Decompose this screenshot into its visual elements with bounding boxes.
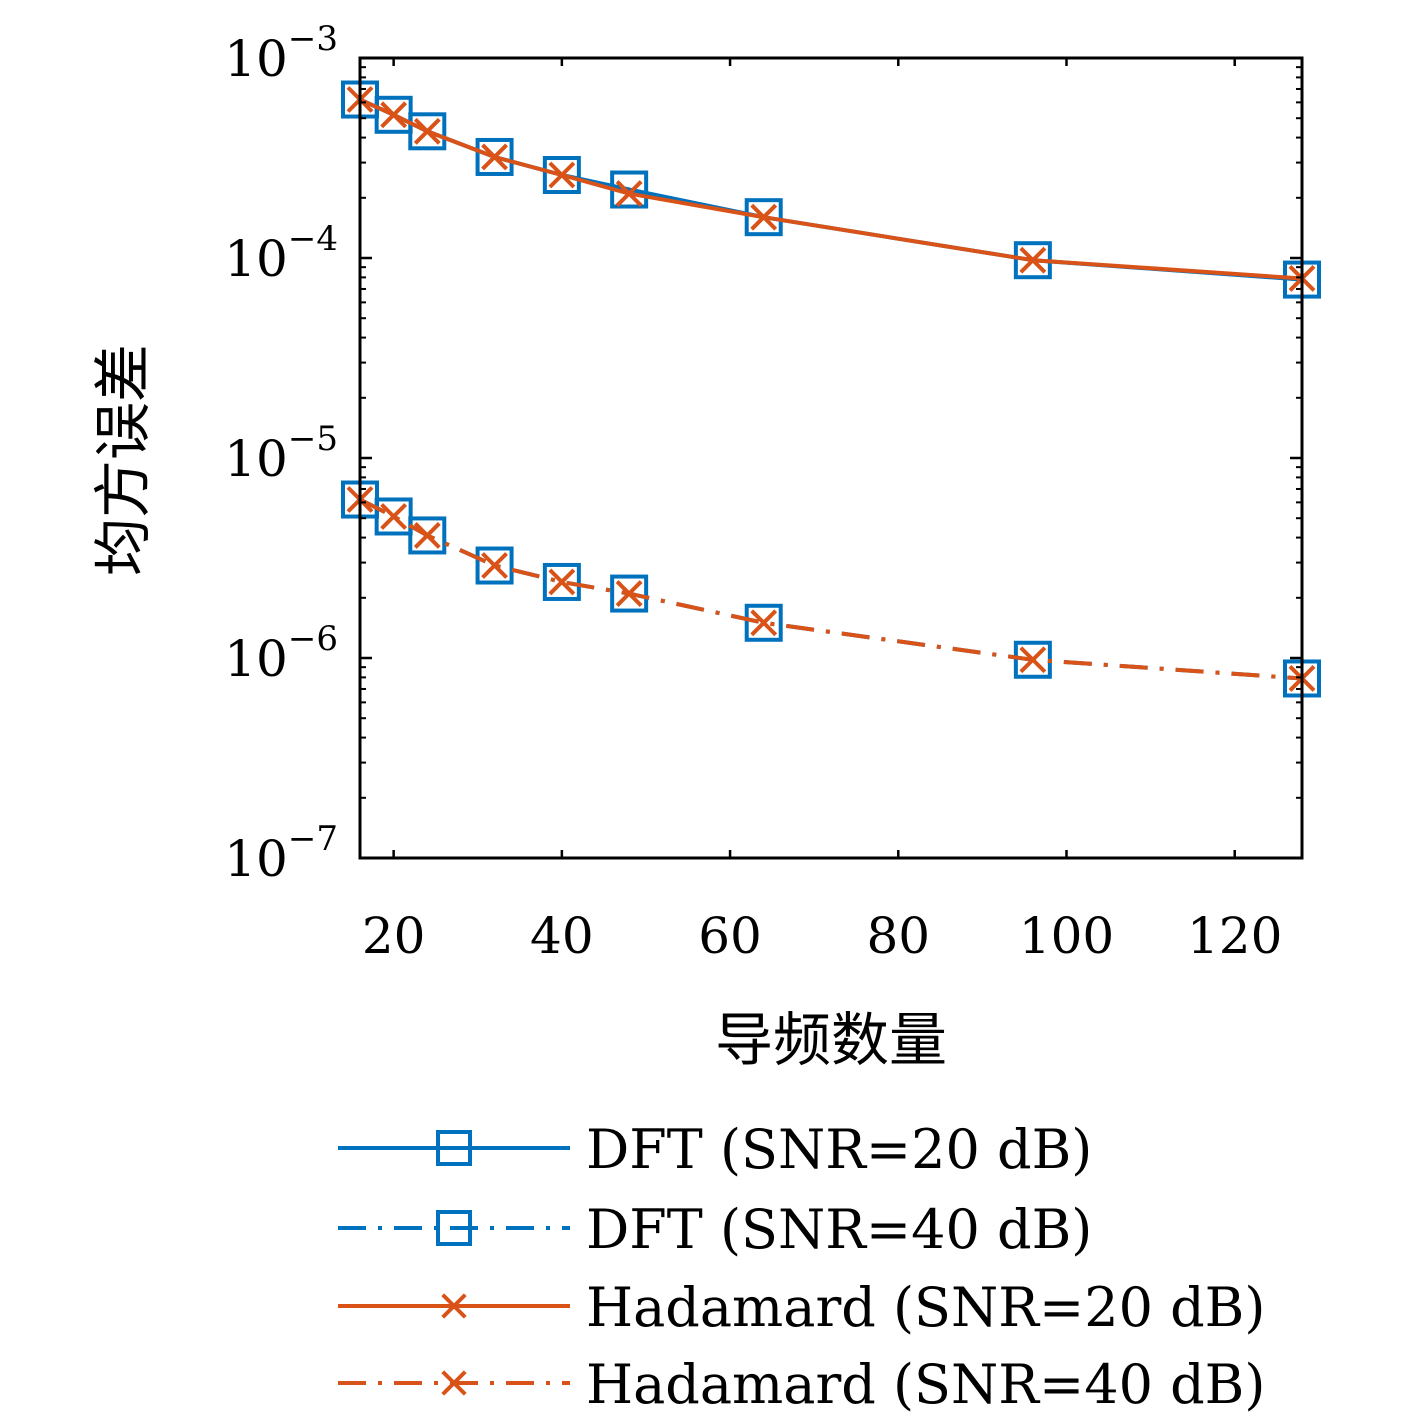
legend-entry: DFT (SNR=20 dB) — [338, 1118, 1092, 1181]
y-tick-label: 10−5 — [224, 419, 338, 488]
y-tick-label: 10−3 — [224, 19, 338, 88]
y-tick-label-base: 10 — [224, 30, 288, 88]
square-marker — [475, 546, 514, 585]
square-marker — [436, 1210, 472, 1246]
y-axis-title: 均方误差 — [89, 344, 157, 576]
plot-area — [341, 80, 1321, 698]
square-marker — [408, 112, 447, 151]
x-marker — [380, 503, 408, 530]
y-tick-label-exponent: −7 — [288, 819, 338, 859]
y-tick-label-exponent: −3 — [288, 19, 338, 59]
y-tick-label-exponent: −6 — [288, 619, 338, 659]
series-2 — [346, 86, 1316, 292]
x-marker — [380, 101, 408, 129]
legend-entry: DFT (SNR=40 dB) — [338, 1198, 1092, 1261]
x-marker — [1019, 646, 1047, 674]
x-tick-label: 60 — [698, 907, 762, 965]
y-tick-label-base: 10 — [224, 630, 288, 688]
square-marker — [610, 574, 649, 613]
square-marker — [542, 562, 581, 601]
square-marker — [436, 1130, 472, 1166]
x-marker — [481, 552, 508, 579]
legend-entry: Hadamard (SNR=40 dB) — [338, 1353, 1265, 1416]
axis-ticks — [360, 56, 1302, 860]
legend: DFT (SNR=20 dB) DFT (SNR=40 dB) Hadamard (… — [338, 1118, 1265, 1416]
series-line — [359, 97, 1303, 281]
x-marker — [441, 1293, 467, 1319]
x-tick-label: 100 — [1019, 907, 1114, 965]
y-tick-label-base: 10 — [224, 230, 288, 288]
legend-label: Hadamard (SNR=20 dB) — [586, 1276, 1265, 1339]
square-marker — [744, 603, 783, 642]
x-marker — [615, 180, 643, 207]
y-tick-label-base: 10 — [224, 830, 288, 888]
x-tick-label: 40 — [530, 907, 594, 965]
series-3 — [346, 486, 1316, 692]
x-marker — [1019, 246, 1047, 274]
x-marker — [615, 580, 643, 607]
x-marker — [750, 609, 778, 637]
y-tick-label-base: 10 — [224, 430, 288, 488]
square-marker — [408, 516, 447, 555]
square-marker — [744, 198, 783, 237]
x-marker — [481, 143, 508, 171]
series-line — [359, 97, 1303, 282]
x-marker — [548, 161, 576, 189]
x-tick-labels: 20 40 60 80 100 120 — [362, 907, 1283, 965]
y-tick-label: 10−4 — [224, 219, 338, 288]
x-tick-label: 20 — [362, 907, 426, 965]
y-tick-label-exponent: −4 — [288, 219, 338, 259]
x-marker — [750, 203, 778, 231]
square-marker — [475, 137, 514, 176]
x-marker — [548, 568, 576, 596]
legend-entry: Hadamard (SNR=20 dB) — [338, 1276, 1265, 1339]
legend-label: Hadamard (SNR=40 dB) — [586, 1353, 1265, 1416]
legend-label: DFT (SNR=20 dB) — [586, 1118, 1092, 1181]
series-line — [359, 497, 1303, 681]
x-marker — [441, 1370, 467, 1396]
series-1 — [341, 480, 1321, 698]
y-tick-label: 10−7 — [224, 819, 338, 888]
x-marker — [413, 117, 441, 145]
x-tick-label: 120 — [1187, 907, 1282, 965]
x-tick-label: 80 — [866, 907, 930, 965]
axes-frame — [358, 56, 1304, 860]
square-marker — [542, 156, 581, 195]
y-tick-label-exponent: −5 — [288, 419, 338, 459]
legend-label: DFT (SNR=40 dB) — [586, 1198, 1092, 1261]
y-tick-label: 10−6 — [224, 619, 338, 688]
series-0 — [341, 80, 1321, 299]
series-line — [359, 497, 1303, 681]
x-marker — [413, 522, 441, 549]
x-axis-title: 导频数量 — [715, 1006, 947, 1074]
y-tick-labels: 10−710−610−510−410−3 — [224, 19, 338, 888]
